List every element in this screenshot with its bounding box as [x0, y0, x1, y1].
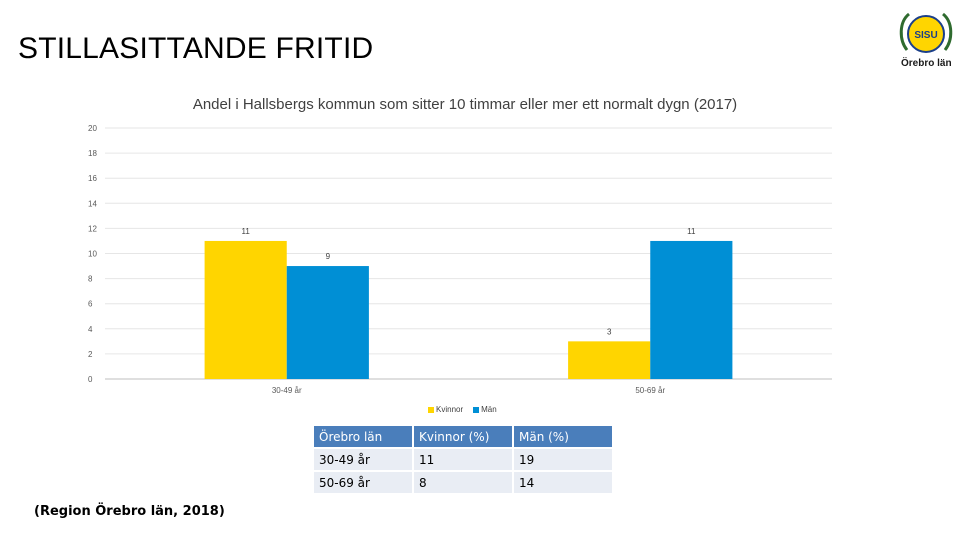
y-tick-label: 4	[88, 325, 93, 334]
y-tick-label: 18	[88, 149, 97, 158]
bar	[650, 240, 733, 379]
y-tick-label: 20	[88, 124, 97, 133]
x-tick-label: 30-49 år	[272, 386, 302, 395]
table-header-row: Örebro län Kvinnor (%) Män (%)	[314, 426, 612, 447]
y-tick-label: 8	[88, 275, 93, 284]
table-cell: 50-69 år	[314, 472, 412, 493]
legend-swatch-man	[473, 406, 480, 413]
legend-label-kvinnor: Kvinnor	[436, 405, 464, 414]
chart-title: Andel i Hallsbergs kommun som sitter 10 …	[192, 96, 738, 113]
bar	[568, 341, 651, 379]
legend-item-man: Män	[473, 405, 497, 414]
sisu-logo-emblem: SISU	[899, 12, 953, 53]
y-tick-label: 10	[88, 250, 97, 259]
y-tick-label: 0	[88, 375, 93, 384]
y-tick-label: 2	[88, 350, 93, 359]
source-citation: (Region Örebro län, 2018)	[34, 504, 225, 519]
data-table: Örebro län Kvinnor (%) Män (%) 30-49 år …	[312, 424, 614, 495]
table-row: 50-69 år 8 14	[314, 472, 612, 493]
table-cell: 11	[414, 449, 512, 470]
table-header-cell: Örebro län	[314, 426, 412, 447]
table-cell: 8	[414, 472, 512, 493]
logo-emblem-text: SISU	[914, 30, 937, 41]
table-cell: 19	[514, 449, 612, 470]
y-tick-label: 16	[88, 174, 97, 183]
data-label: 11	[687, 227, 696, 236]
table-header-cell: Män (%)	[514, 426, 612, 447]
legend-swatch-kvinnor	[428, 406, 434, 413]
table-row: 30-49 år 11 19	[314, 449, 612, 470]
table-header-cell: Kvinnor (%)	[414, 426, 512, 447]
legend-label-man: Män	[481, 405, 497, 414]
data-label: 11	[242, 227, 251, 236]
bar	[204, 240, 287, 379]
y-tick-label: 6	[88, 300, 93, 309]
data-label: 9	[326, 252, 331, 261]
bar	[286, 266, 369, 379]
slide-title: STILLASITTANDE FRITID	[18, 32, 374, 65]
logo-text: Örebro län	[901, 58, 952, 69]
legend-item-kvinnor: Kvinnor	[428, 405, 463, 414]
chart-legend: Kvinnor Män	[428, 405, 503, 414]
y-tick-label: 12	[88, 224, 97, 233]
x-tick-label: 50-69 år	[635, 386, 665, 395]
table-cell: 30-49 år	[314, 449, 412, 470]
table-cell: 14	[514, 472, 612, 493]
data-label: 3	[607, 327, 612, 336]
y-tick-label: 14	[88, 199, 97, 208]
